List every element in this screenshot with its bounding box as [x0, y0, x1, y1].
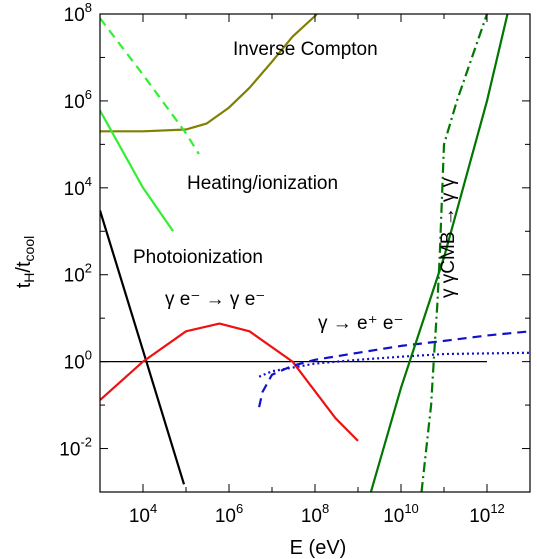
y-tick-label: 102 — [64, 261, 92, 287]
y-tick-label: 100 — [64, 348, 92, 374]
x-tick-label: 106 — [215, 501, 243, 527]
x-tick-label: 104 — [129, 501, 157, 527]
ticks: 104 106 108 1010 1012 10-2 100 102 104 106 108 — [59, 0, 531, 527]
series-gamma_gamma-dashdot-line — [420, 14, 489, 492]
series-gamma_gamma-solid-line — [369, 14, 509, 492]
annotation-inverse-compton: Inverse Compton — [233, 39, 378, 60]
annotation-photoionization: Photoionization — [133, 247, 263, 268]
annotation-heating: Heating/ionization — [187, 173, 338, 194]
series-pair_production-dotted-line — [258, 351, 530, 378]
plot-area — [100, 14, 530, 492]
series-pair_production-dashed-line — [258, 330, 530, 408]
series-inverse_compton-solid-line — [100, 14, 319, 133]
series-heating-solid-line — [100, 109, 175, 232]
x-tick-label: 1012 — [469, 501, 505, 527]
series-photoionization-solid-line — [100, 210, 186, 485]
x-axis-label: E (eV) — [290, 537, 347, 559]
x-tick-label: 108 — [301, 501, 329, 527]
series-heating-dashed-line — [100, 17, 200, 155]
series-compton_scatter-solid-line — [100, 322, 359, 442]
x-tick-label: 1010 — [383, 501, 419, 527]
y-tick-label: 108 — [64, 0, 92, 26]
y-tick-label: 106 — [64, 87, 92, 113]
annotation-pair-production: γ → e⁺ e⁻ — [318, 313, 404, 334]
annotation-gamma-gamma: γ γCMB → γ γ — [438, 177, 459, 298]
y-axis-label: tH/tcool — [13, 236, 37, 289]
annotation-compton-scatter: γ e⁻ → γ e⁻ — [165, 289, 265, 310]
y-tick-label: 10-2 — [59, 435, 92, 461]
y-tick-label: 104 — [64, 174, 92, 200]
